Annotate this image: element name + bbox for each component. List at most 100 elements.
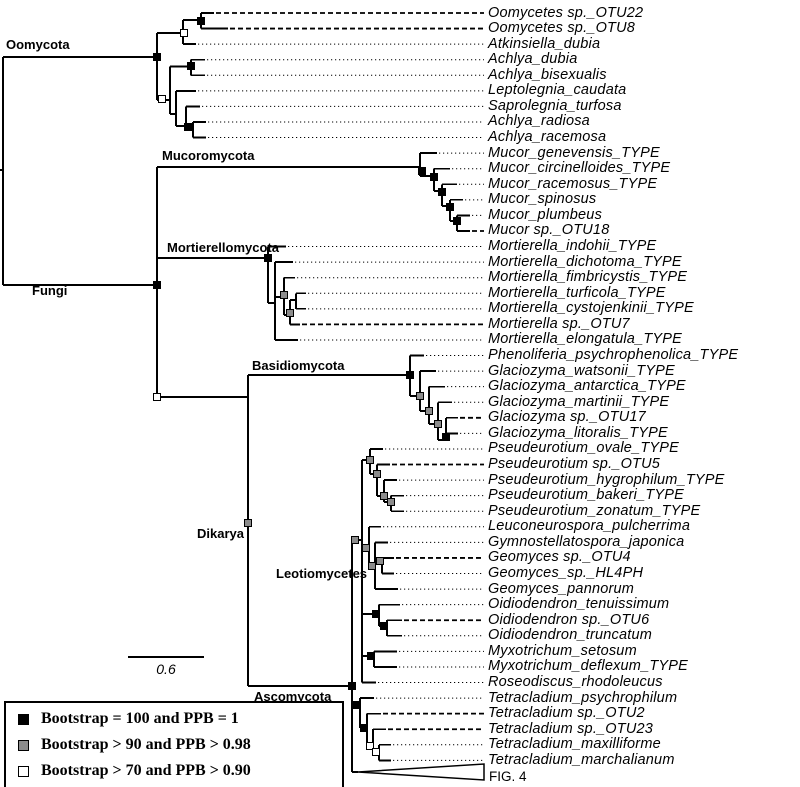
gray-support-marker [376,557,384,565]
clade-label-basidiomycota: Basidiomycota [252,358,345,373]
clade-label-dikarya: Dikarya [197,526,244,541]
gray-support-marker [416,392,424,400]
taxon-label: Tetracladium_marchalianum [488,751,675,768]
white-support-marker [366,742,374,750]
taxon-label: Achlya_racemosa [488,129,607,146]
legend-item: Bootstrap > 90 and PPB > 0.98 [18,736,338,754]
gray-support-marker [351,536,359,544]
gray-support-marker [366,456,374,464]
taxon-label: Oomycetes sp._OTU22 [488,4,644,21]
gray-support-marker [380,492,388,500]
black-support-marker [372,610,380,618]
black-support-marker [367,652,375,660]
legend-item-label: Bootstrap > 70 and PPB > 0.90 [41,762,251,779]
legend-item-label: Bootstrap = 100 and PPB = 1 [41,710,239,727]
gray-support-marker [280,291,288,299]
taxon-label: Achlya_radiosa [488,113,590,130]
taxon-label: Tetracladium_maxilliforme [488,736,661,753]
taxon-label: Achlya_dubia [488,51,578,68]
taxon-label: Glaciozyma sp._OTU17 [488,409,646,426]
taxon-label: Mucor_circinelloides_TYPE [488,160,671,177]
legend-item: Bootstrap = 100 and PPB = 1 [18,710,338,728]
white-support-marker [158,95,166,103]
taxon-label: Leuconeurospora_pulcherrima [488,518,691,535]
taxon-label: Pseudeurotium sp._OTU5 [488,456,661,473]
gray-support-marker [244,519,252,527]
taxon-label: Oidiodendron sp._OTU6 [488,611,650,628]
taxon-label: Mortierella sp._OTU7 [488,315,630,332]
black-support-marker [406,371,414,379]
taxon-label: Geomyces_sp._HL4PH [488,565,644,582]
taxon-label: Mortierella_cystojenkinii_TYPE [488,300,694,317]
scale-bar-line [128,656,204,658]
taxon-label: Leptolegnia_caudata [488,82,627,99]
taxon-label: Tetracladium sp._OTU23 [488,720,654,737]
clade-label-oomycota: Oomycota [6,37,70,52]
collapsed-clade-label: FIG. 4 [489,769,527,784]
white-support-marker [372,748,380,756]
taxon-label: Oomycetes sp._OTU8 [488,20,636,37]
black-support-marker [430,173,438,181]
black-square-icon [18,713,29,725]
black-support-marker [197,17,205,25]
taxon-label: Gymnostellatospora_japonica [488,533,685,550]
taxon-label: Mucor_spinosus [488,191,597,208]
black-support-marker [380,622,388,630]
taxon-label: Oidiodendron_tenuissimum [488,596,670,613]
taxon-label: Glaciozyma_watsonii_TYPE [488,362,675,379]
gray-support-marker [368,562,376,570]
taxon-label: Roseodiscus_rhodoleucus [488,674,663,690]
taxon-label: Mortierella_indohii_TYPE [488,238,657,255]
taxon-label: Oidiodendron_truncatum [488,627,652,644]
white-square-icon [18,765,29,777]
black-support-marker [153,281,161,289]
black-support-marker [264,254,272,262]
white-support-marker [180,29,188,37]
legend-item-label: Bootstrap > 90 and PPB > 0.98 [41,736,251,753]
gray-square-icon [18,739,29,751]
taxon-label: Glaciozyma_martinii_TYPE [488,393,670,410]
scale-bar-label: 0.6 [156,661,176,677]
black-support-marker [446,203,454,211]
taxon-label: Mortierella_elongatula_TYPE [488,331,683,348]
black-support-marker [418,167,426,175]
black-support-marker [353,701,361,709]
taxon-label: Mucor_racemosus_TYPE [488,175,658,192]
collapsed-clade-triangle [357,763,485,781]
taxon-label: Mucor sp._OTU18 [488,222,610,239]
black-support-marker [453,217,461,225]
black-support-marker [187,62,195,70]
taxon-label: Tetracladium sp._OTU2 [488,705,645,722]
black-support-marker [438,188,446,196]
gray-support-marker [286,309,294,317]
gray-support-marker [387,498,395,506]
taxon-label: Pseudeurotium_ovale_TYPE [488,440,679,457]
taxon-label: Mucor_genevensis_TYPE [488,144,660,161]
clade-label-mucoromycota: Mucoromycota [162,148,255,163]
black-support-marker [442,433,450,441]
taxon-label: Atkinsiella_dubia [488,35,601,52]
black-support-marker [153,53,161,61]
gray-support-marker [362,544,370,552]
taxon-label: Mortierella_turficola_TYPE [488,284,666,301]
legend-item: Bootstrap > 70 and PPB > 0.90 [18,762,338,780]
legend: Bootstrap = 100 and PPB = 1 Bootstrap > … [4,701,344,787]
taxon-label: Pseudeurotium_zonatum_TYPE [488,502,701,519]
taxon-label: Glaciozyma_litoralis_TYPE [488,424,668,441]
taxon-label: Mucor_plumbeus [488,206,603,223]
black-support-marker [184,123,192,131]
gray-support-marker [434,420,442,428]
clade-label-fungi: Fungi [32,283,68,298]
clade-label-leotiomycetes: Leotiomycetes [276,566,368,581]
taxon-label: Achlya_bisexualis [488,66,607,83]
taxon-label: Myxotrichum_setosum [488,642,637,659]
taxon-label: Pseudeurotium_hygrophilum_TYPE [488,471,725,488]
black-support-marker [348,682,356,690]
taxon-label: Geomyces sp._OTU4 [488,549,631,566]
gray-support-marker [425,407,433,415]
taxon-label: Tetracladium_psychrophilum [488,689,678,706]
taxon-label: Phenoliferia_psychrophenolica_TYPE [488,347,739,364]
clade-label-mortierellomycota: Mortierellomycota [167,240,279,255]
gray-support-marker [373,470,381,478]
